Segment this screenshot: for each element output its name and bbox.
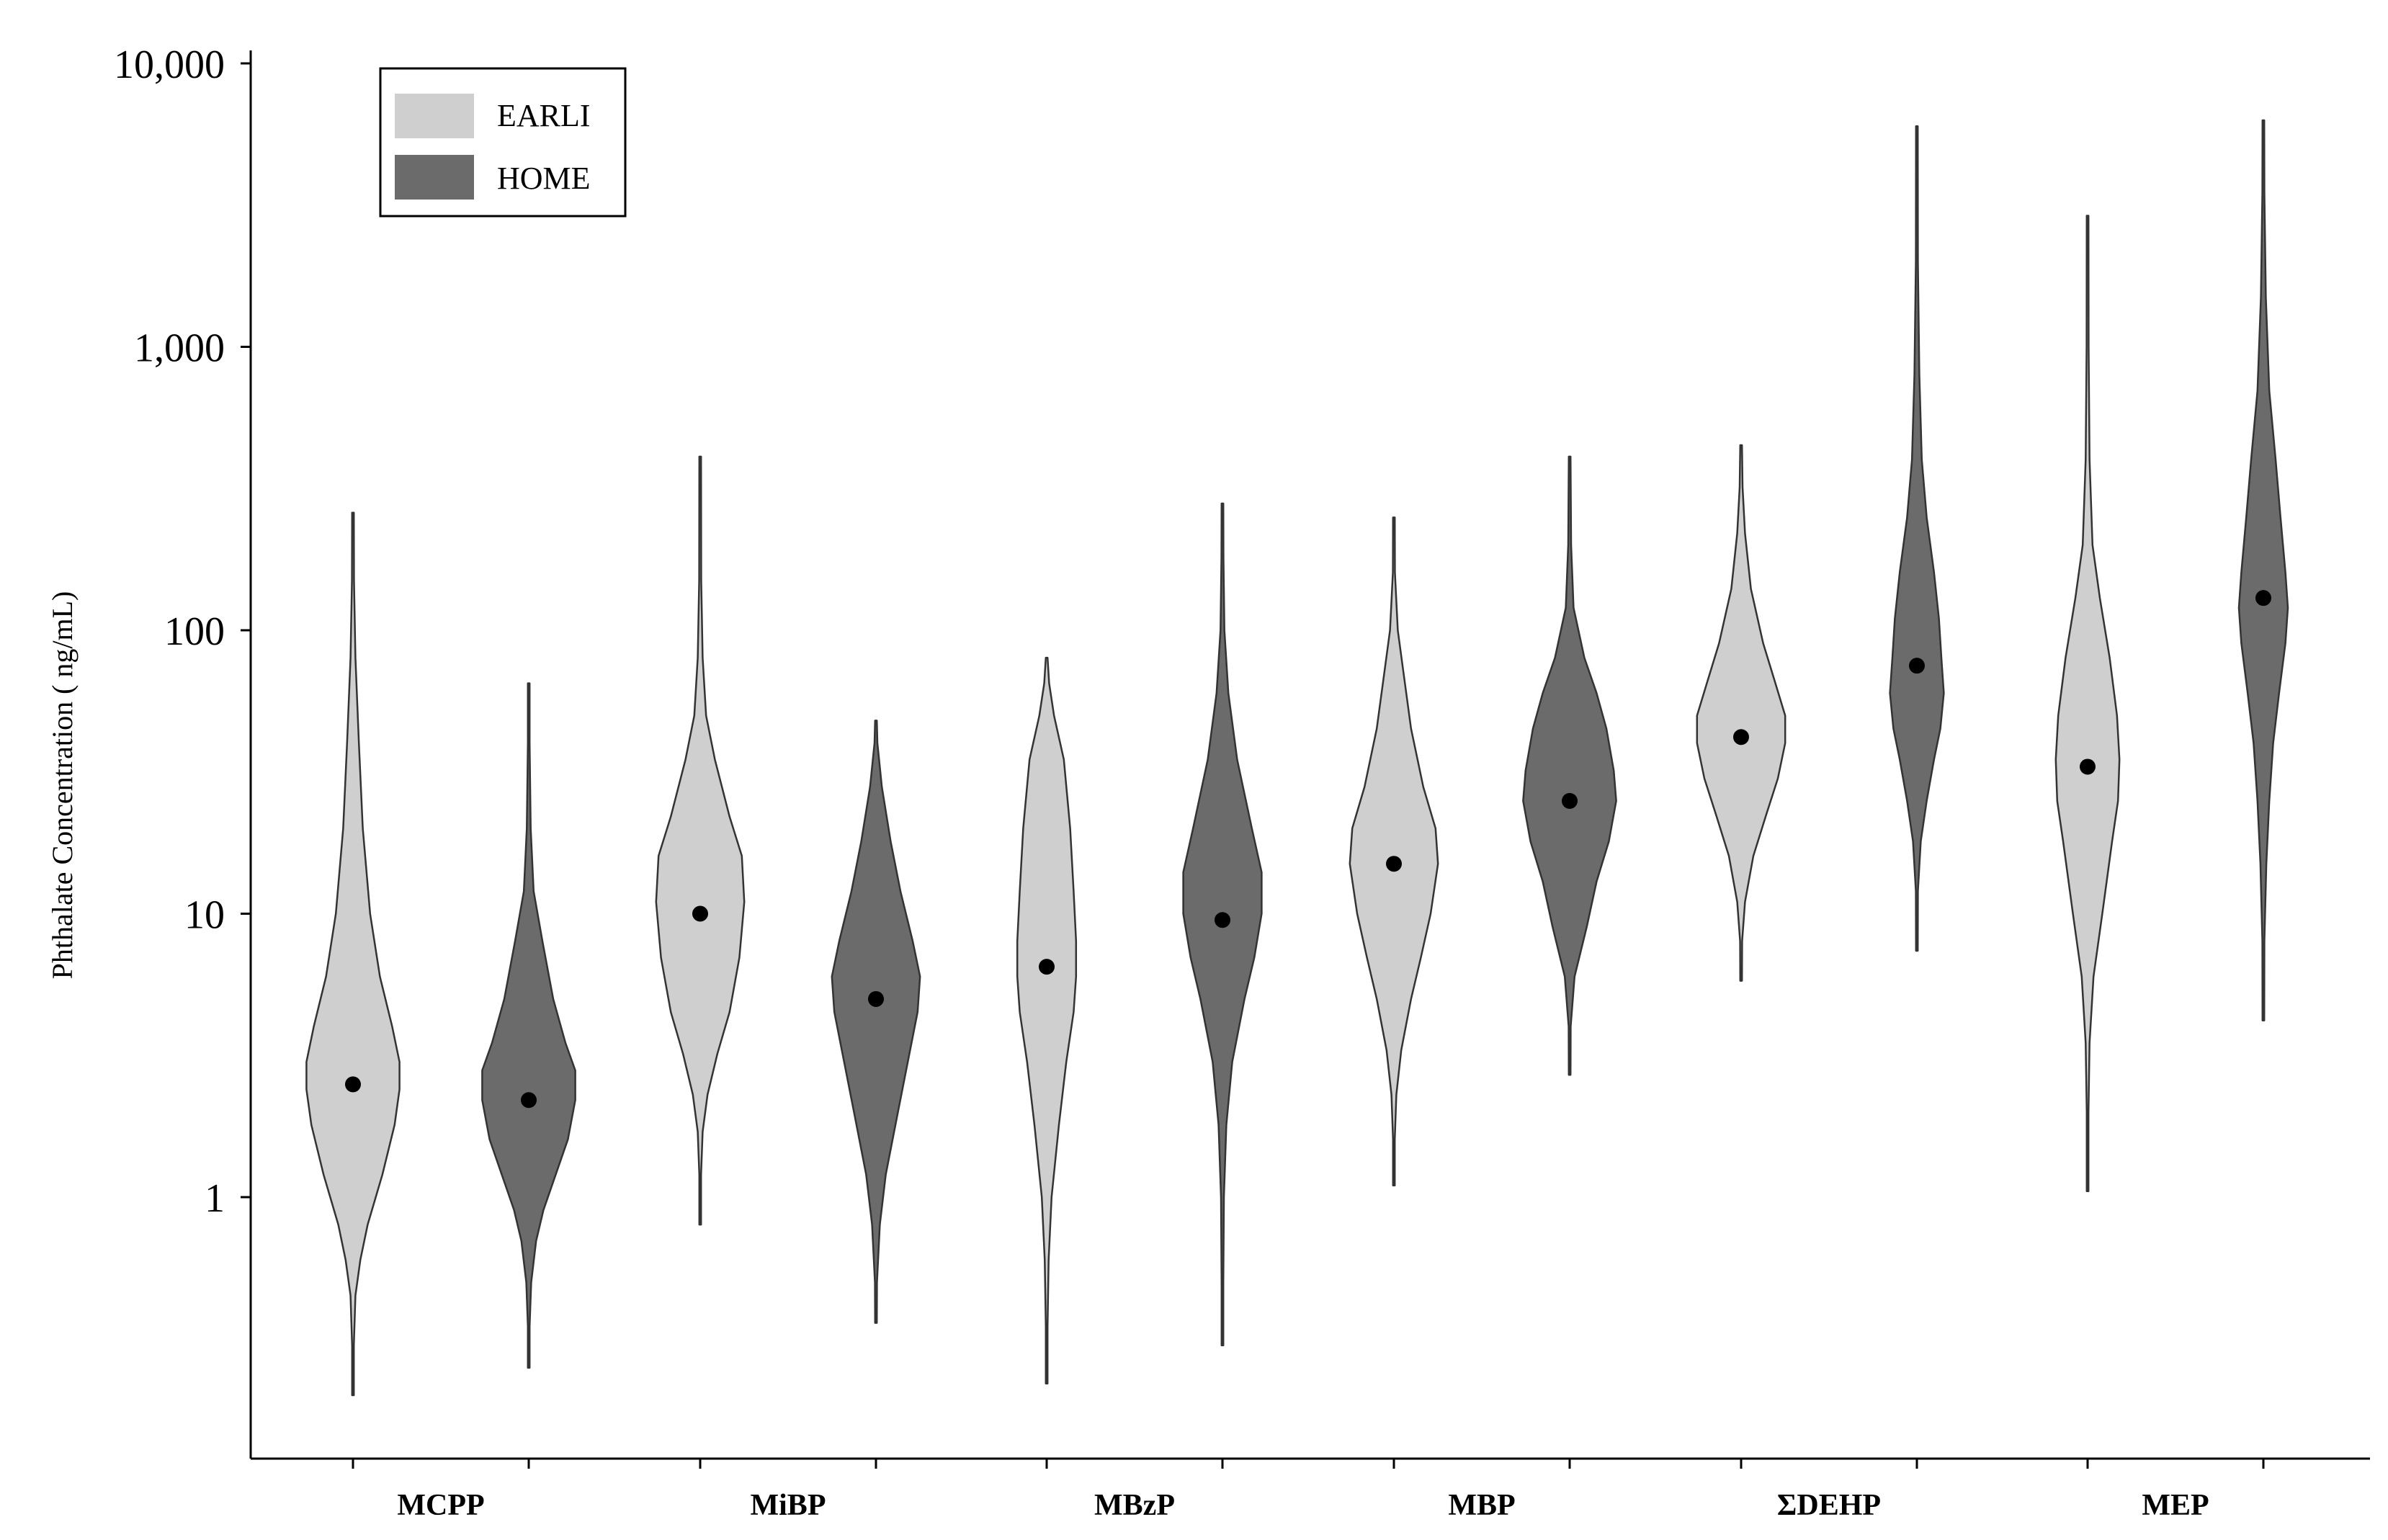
y-tick-label: 1 bbox=[205, 1176, 225, 1221]
violin-earli-1 bbox=[655, 455, 746, 1226]
median-point-home-3 bbox=[1562, 792, 1578, 809]
category-label: MCPP bbox=[397, 1489, 484, 1522]
median-point-earli-2 bbox=[1039, 959, 1055, 975]
violin-home-1 bbox=[831, 720, 921, 1324]
y-tick-label: 1,000 bbox=[134, 326, 225, 371]
category-label: MBzP bbox=[1094, 1489, 1175, 1522]
y-axis-title: Phthalate Concentration ( ng/mL) bbox=[46, 591, 79, 980]
median-point-earli-5 bbox=[2080, 758, 2096, 775]
violin-home-0 bbox=[481, 682, 576, 1369]
category-label: MEP bbox=[2142, 1489, 2209, 1522]
violin-home-4 bbox=[1889, 125, 1945, 952]
violin-earli-3 bbox=[1349, 516, 1439, 1186]
legend-swatch-earli bbox=[395, 94, 474, 138]
y-tick-label: 10,000 bbox=[114, 42, 225, 87]
y-tick-label: 100 bbox=[164, 609, 225, 654]
violin-earli-4 bbox=[1696, 444, 1786, 982]
legend: EARLI HOME bbox=[379, 67, 627, 218]
violin-earli-0 bbox=[305, 511, 401, 1397]
category-label: MiBP bbox=[751, 1489, 826, 1522]
median-point-earli-3 bbox=[1386, 856, 1402, 872]
category-label: MBP bbox=[1448, 1489, 1515, 1522]
plot-area bbox=[305, 119, 2289, 1397]
legend-label-earli: EARLI bbox=[497, 98, 591, 133]
violin-home-3 bbox=[1522, 455, 1617, 1076]
median-point-earli-0 bbox=[345, 1076, 361, 1093]
median-point-earli-1 bbox=[692, 905, 708, 922]
y-tick-label: 10 bbox=[184, 893, 225, 938]
median-point-home-4 bbox=[1909, 658, 1925, 674]
median-point-home-2 bbox=[1215, 912, 1230, 928]
median-point-home-0 bbox=[521, 1092, 537, 1109]
median-point-home-5 bbox=[2255, 590, 2271, 606]
median-point-earli-4 bbox=[1733, 729, 1749, 746]
y-axis: 1 10 100 1,000 10,000 bbox=[114, 42, 252, 1459]
legend-swatch-home bbox=[395, 155, 474, 200]
violin-home-5 bbox=[2237, 119, 2289, 1022]
median-point-home-1 bbox=[868, 990, 884, 1007]
violin-earli-5 bbox=[2054, 215, 2121, 1192]
legend-label-home: HOME bbox=[497, 161, 591, 196]
violin-earli-2 bbox=[1016, 656, 1078, 1385]
category-label: ΣDEHP bbox=[1777, 1489, 1881, 1522]
x-axis: MCPP MiBP MBzP MBP ΣDEHP MEP bbox=[251, 1457, 2370, 1522]
